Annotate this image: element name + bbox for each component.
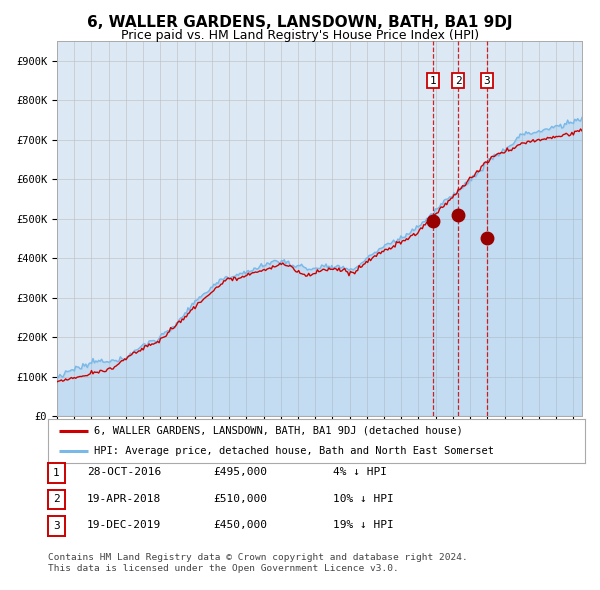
Text: 6, WALLER GARDENS, LANSDOWN, BATH, BA1 9DJ: 6, WALLER GARDENS, LANSDOWN, BATH, BA1 9… [87,15,513,30]
Text: 6, WALLER GARDENS, LANSDOWN, BATH, BA1 9DJ (detached house): 6, WALLER GARDENS, LANSDOWN, BATH, BA1 9… [94,426,463,436]
Text: 3: 3 [53,521,60,531]
Text: HPI: Average price, detached house, Bath and North East Somerset: HPI: Average price, detached house, Bath… [94,446,494,456]
Text: 1: 1 [53,468,60,478]
Text: £450,000: £450,000 [213,520,267,530]
Text: 28-OCT-2016: 28-OCT-2016 [87,467,161,477]
Text: 1: 1 [430,76,436,86]
Text: 2: 2 [53,494,60,504]
Text: 10% ↓ HPI: 10% ↓ HPI [333,494,394,503]
Text: 19-APR-2018: 19-APR-2018 [87,494,161,503]
Text: £495,000: £495,000 [213,467,267,477]
Text: 19% ↓ HPI: 19% ↓ HPI [333,520,394,530]
Text: 19-DEC-2019: 19-DEC-2019 [87,520,161,530]
Text: 3: 3 [484,76,490,86]
Text: 4% ↓ HPI: 4% ↓ HPI [333,467,387,477]
Text: £510,000: £510,000 [213,494,267,503]
Text: Price paid vs. HM Land Registry's House Price Index (HPI): Price paid vs. HM Land Registry's House … [121,29,479,42]
Text: 2: 2 [455,76,461,86]
Text: Contains HM Land Registry data © Crown copyright and database right 2024.
This d: Contains HM Land Registry data © Crown c… [48,553,468,573]
